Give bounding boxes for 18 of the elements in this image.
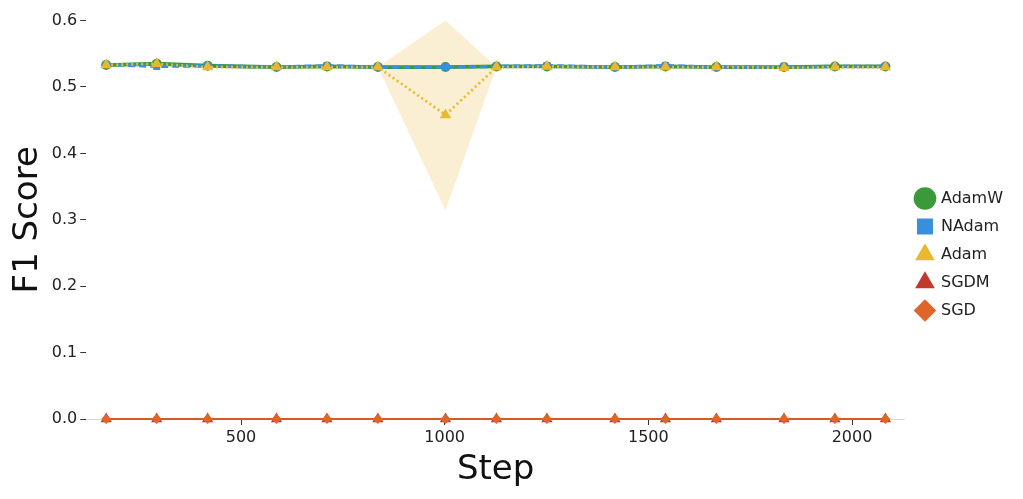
legend-label: NAdam [940,215,1000,235]
y-tick-label: 0.1 [51,341,78,361]
y-tick-label: 0.6 [51,9,78,29]
legend-label: SGDM [940,271,990,291]
x-tick-label: 2000 [831,426,873,446]
x-axis-title: Step [456,447,535,488]
legend-label: Adam [940,243,988,263]
x-tick-label: 500 [225,426,257,446]
x-tick-label: 1000 [424,426,466,446]
y-tick-label: 0.4 [51,142,78,162]
y-tick-label: 0.5 [51,76,78,96]
y-tick-label: 0.3 [51,208,78,228]
y-axis-title: F1 Score [5,146,46,294]
legend-label: SGD [940,299,976,319]
y-tick-label: 0.0 [51,408,78,428]
legend-label: AdamW [940,187,1004,207]
y-tick-label: 0.2 [51,275,78,295]
x-tick-label: 1500 [627,426,669,446]
